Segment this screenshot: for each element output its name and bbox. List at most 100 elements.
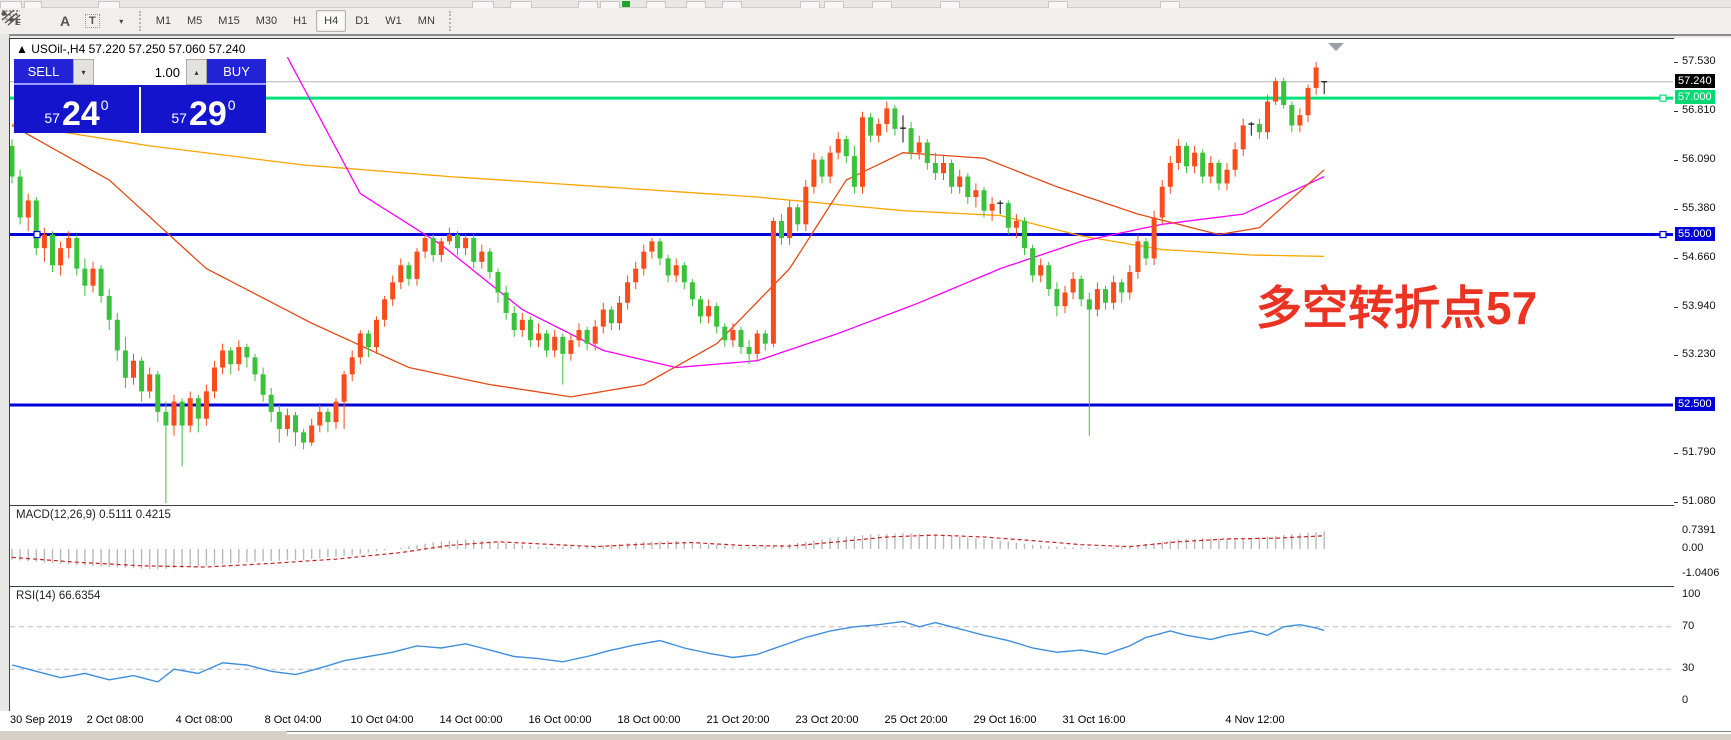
rsi-line	[11, 620, 1325, 683]
time-axis-label: 14 Oct 00:00	[439, 714, 503, 726]
timeframe-m30[interactable]: M30	[249, 10, 284, 32]
axis-tick	[1674, 257, 1678, 259]
time-axis-label: 23 Oct 20:00	[795, 714, 859, 726]
arrows-icon[interactable]: ▾	[1, 10, 132, 32]
axis-tick	[1674, 111, 1678, 113]
cutoff-button	[800, 1, 820, 8]
volume-decrease-button[interactable]: ▾	[72, 59, 94, 85]
macd-label: MACD(12,26,9) 0.5111 0.4215	[16, 509, 171, 521]
time-axis-label: 4 Oct 08:00	[175, 714, 233, 726]
sell-button[interactable]: SELL	[14, 59, 73, 85]
line-handle	[1659, 230, 1667, 239]
ma-red	[11, 124, 1325, 398]
time-axis-label: 4 Nov 12:00	[1225, 714, 1285, 726]
buy-price-box[interactable]: 57 29 0	[139, 87, 266, 133]
candlestick-chart[interactable]	[10, 39, 1673, 503]
time-axis-label: 10 Oct 04:00	[350, 714, 414, 726]
cutoff-button	[24, 1, 42, 8]
time-axis-label: 30 Sep 2019	[10, 714, 73, 726]
price-axis-label: 56.810	[1682, 104, 1716, 117]
price-marker-52.500: 52.500	[1675, 397, 1715, 412]
bottom-window-edge	[0, 731, 1731, 740]
rsi-label: RSI(14) 66.6354	[16, 590, 101, 602]
cutoff-button	[578, 1, 598, 8]
text-label-icon[interactable]: T	[79, 10, 106, 32]
time-axis-label: 8 Oct 04:00	[264, 714, 322, 726]
fibonacci-retracement-icon[interactable]: F	[2, 10, 51, 32]
rsi-chart	[10, 620, 1673, 683]
chart-title: ▲ USOil-,H4 57.220 57.250 57.060 57.240	[16, 42, 245, 56]
volume-input[interactable]	[94, 59, 186, 85]
time-axis-label: 18 Oct 00:00	[617, 714, 681, 726]
cutoff-button	[600, 1, 620, 8]
price-marker-57.240: 57.240	[1675, 73, 1715, 88]
axis-tick	[1674, 355, 1678, 357]
main-chart-panel[interactable]	[9, 38, 1676, 506]
cutoff-button	[1160, 1, 1180, 8]
one-click-trading-widget: SELL ▾ ▴ BUY 57 24 0 57 29 0	[14, 59, 266, 133]
price-axis-label: 53.940	[1682, 299, 1716, 312]
price-axis-label: 56.090	[1682, 153, 1716, 166]
time-axis-label: 2 Oct 08:00	[86, 714, 144, 726]
toolbar: E F A T ▾ M1 M5 M15 M30 H1 H4 D1 W1 MN	[0, 8, 1731, 36]
rsi-panel[interactable]	[9, 586, 1676, 713]
timeframe-mn[interactable]: MN	[411, 10, 442, 32]
timeframe-m5[interactable]: M5	[180, 10, 209, 32]
timeframe-d1[interactable]: D1	[348, 10, 376, 32]
macd-axis-label: -1.0406	[1682, 566, 1720, 579]
rsi-axis-label: 100	[1682, 588, 1701, 600]
timeframe-w1[interactable]: W1	[378, 10, 409, 32]
time-axis-label: 16 Oct 00:00	[528, 714, 592, 726]
timeframe-bar: M1 M5 M15 M30 H1 H4 D1 W1 MN	[148, 10, 443, 32]
time-axis-label: 31 Oct 16:00	[1062, 714, 1126, 726]
scroll-to-end-marker	[1328, 43, 1344, 51]
axis-tick	[1674, 306, 1678, 308]
cutoff-button	[646, 1, 666, 8]
sell-price-box[interactable]: 57 24 0	[44, 95, 109, 133]
buy-button[interactable]: BUY	[207, 59, 266, 85]
price-axis-label: 57.530	[1682, 55, 1716, 67]
chevron-down-icon: ▾	[119, 16, 124, 26]
collapse-triangle-icon[interactable]: ▲	[16, 42, 28, 56]
time-axis-label: 25 Oct 20:00	[884, 714, 948, 726]
timeframe-m1[interactable]: M1	[149, 10, 178, 32]
time-axis[interactable]: 30 Sep 2019 2 Oct 08:00 4 Oct 08:00 8 Oct 0…	[0, 711, 1731, 731]
timeframe-m15[interactable]: M15	[211, 10, 246, 32]
rsi-axis-label: 70	[1682, 619, 1695, 632]
volume-increase-button[interactable]: ▴	[186, 59, 208, 85]
svg-text:E: E	[15, 18, 21, 26]
timeframe-h1[interactable]: H1	[286, 10, 314, 32]
ma-magenta	[286, 56, 1325, 369]
rsi-axis-label: 0	[1682, 694, 1689, 706]
text-icon[interactable]: A	[53, 10, 77, 32]
price-axis[interactable]	[1674, 38, 1731, 731]
price-axis-label: 55.380	[1682, 201, 1716, 214]
macd-panel[interactable]	[9, 505, 1676, 588]
cutoff-button	[824, 1, 844, 8]
cutoff-button	[472, 1, 494, 8]
price-axis-label: 51.080	[1682, 494, 1716, 507]
cutoff-button	[0, 1, 22, 8]
cutoff-button	[940, 1, 960, 8]
axis-tick	[1674, 62, 1678, 63]
cutoff-green-icon	[622, 1, 630, 7]
price-axis-label: 54.660	[1682, 250, 1716, 263]
macd-signal-line	[11, 534, 1325, 568]
chart-text-annotation[interactable]: 多空转折点57	[1256, 282, 1538, 334]
rsi-axis-label: 30	[1682, 662, 1695, 675]
timeframe-h4[interactable]: H4	[316, 10, 347, 32]
cutoff-button	[98, 1, 120, 8]
cutoff-button	[1048, 1, 1068, 8]
chart-ohlc-quotes: 57.220 57.250 57.060 57.240	[88, 42, 246, 56]
time-axis-label: 21 Oct 20:00	[706, 714, 770, 726]
toolbar-separator	[448, 11, 452, 31]
cutoff-button	[686, 1, 706, 8]
axis-tick	[1674, 208, 1678, 210]
axis-tick	[1674, 453, 1678, 455]
price-marker-57.000: 57.000	[1675, 90, 1715, 105]
macd-axis-label: 0.7391	[1682, 524, 1716, 537]
price-axis-label: 51.790	[1682, 446, 1716, 459]
chart-symbol: USOil-,H4	[31, 42, 86, 56]
cutoff-button	[510, 1, 532, 8]
